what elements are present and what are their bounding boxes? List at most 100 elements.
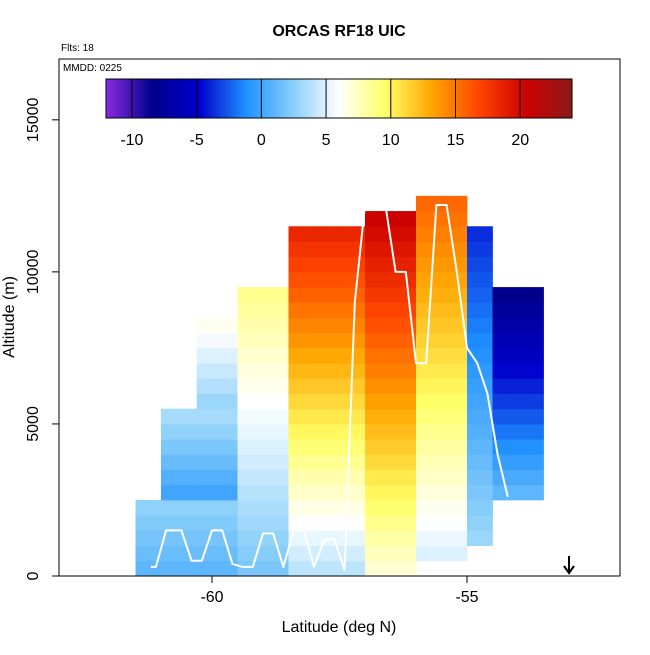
heatmap-cell xyxy=(441,469,455,486)
heatmap-cell xyxy=(530,454,544,470)
heatmap-cell xyxy=(390,363,404,379)
heatmap-cell xyxy=(441,256,455,273)
heatmap-cell xyxy=(416,302,430,318)
heatmap-cell xyxy=(518,469,532,486)
heatmap-cell xyxy=(390,408,404,425)
heatmap-cell xyxy=(492,363,506,379)
heatmap-cell xyxy=(314,302,328,318)
heatmap-cell xyxy=(390,545,404,562)
heatmap-cell xyxy=(250,317,264,334)
heatmap-cell xyxy=(326,241,340,258)
heatmap-cell xyxy=(403,378,417,394)
heatmap-cell xyxy=(441,499,455,516)
heatmap-cell xyxy=(173,439,187,455)
heatmap-cell xyxy=(390,515,404,531)
heatmap-cell xyxy=(212,515,226,531)
heatmap-cell xyxy=(377,408,391,425)
heatmap-cell xyxy=(352,317,366,334)
heatmap-cell xyxy=(416,226,430,242)
heatmap-cell xyxy=(403,408,417,425)
y-tick-label: 0 xyxy=(25,571,42,580)
heatmap-cell xyxy=(479,499,493,516)
y-tick-label: 5000 xyxy=(25,406,42,442)
heatmap-cell xyxy=(428,499,442,516)
heatmap-cell xyxy=(390,211,404,227)
heatmap-cell xyxy=(301,241,315,258)
heatmap-cell xyxy=(441,287,455,303)
heatmap-cell xyxy=(441,484,455,501)
heatmap-cell xyxy=(339,439,353,455)
heatmap-cell xyxy=(161,454,175,470)
heatmap-cell xyxy=(326,287,340,303)
heatmap-cell xyxy=(339,363,353,379)
heatmap-cell xyxy=(352,423,366,440)
heatmap-cell xyxy=(467,499,481,516)
heatmap-cell xyxy=(326,302,340,318)
heatmap-cell xyxy=(212,469,226,486)
heatmap-cell xyxy=(352,241,366,258)
heatmap-cell xyxy=(237,363,251,379)
heatmap-cell xyxy=(492,287,506,303)
heatmap-cell xyxy=(365,363,379,379)
heatmap-cell xyxy=(301,271,315,288)
colorbar-tick-label: 0 xyxy=(257,132,266,149)
heatmap-cell xyxy=(467,287,481,303)
heatmap-cell xyxy=(403,363,417,379)
heatmap-cell xyxy=(288,469,302,486)
heatmap-cell xyxy=(365,439,379,455)
heatmap-cell xyxy=(416,271,430,288)
heatmap-cell xyxy=(275,378,289,394)
heatmap-cell xyxy=(441,302,455,318)
heatmap-cell xyxy=(209,378,223,394)
heatmap-cell xyxy=(250,423,264,440)
heatmap-cell xyxy=(403,499,417,516)
heatmap-cell xyxy=(479,332,493,349)
flight-track-line xyxy=(150,204,509,571)
heatmap-cell xyxy=(196,378,210,394)
x-tick-label: -55 xyxy=(455,589,478,606)
heatmap-cell xyxy=(237,515,251,531)
heatmap-cell xyxy=(479,271,493,288)
heatmap-cell xyxy=(263,484,277,501)
heatmap-cell xyxy=(237,408,251,425)
heatmap-cell xyxy=(314,469,328,486)
heatmap-cell xyxy=(224,423,238,440)
heatmap-cell xyxy=(263,515,277,531)
heatmap-cell xyxy=(135,545,149,562)
heatmap-cell xyxy=(250,287,264,303)
heatmap-cell xyxy=(428,332,442,349)
heatmap-cell xyxy=(454,515,468,531)
heatmap-cell xyxy=(250,439,264,455)
heatmap-cell xyxy=(288,423,302,440)
heatmap-cell xyxy=(377,378,391,394)
heatmap-cell xyxy=(148,560,162,576)
heatmap-cell xyxy=(390,302,404,318)
heatmap-cell xyxy=(416,332,430,349)
heatmap-cell xyxy=(275,515,289,531)
heatmap-cell xyxy=(314,423,328,440)
heatmap-cell xyxy=(390,317,404,334)
heatmap-cell xyxy=(275,287,289,303)
heatmap-cell xyxy=(263,408,277,425)
heatmap-cell xyxy=(209,332,223,349)
heatmap-cell xyxy=(441,408,455,425)
heatmap-cell xyxy=(365,484,379,501)
heatmap-cell xyxy=(288,317,302,334)
heatmap-cell xyxy=(288,393,302,410)
heatmap-cell xyxy=(479,363,493,379)
heatmap-cell xyxy=(196,393,210,410)
flight-track xyxy=(150,204,509,571)
heatmap-cell xyxy=(377,241,391,258)
heatmap-cell xyxy=(390,454,404,470)
heatmap-cell xyxy=(365,545,379,562)
heatmap-cell xyxy=(365,302,379,318)
heatmap-cell xyxy=(505,317,519,334)
heatmap-cell xyxy=(467,363,481,379)
heatmap-cell xyxy=(314,560,328,576)
heatmap-cell xyxy=(314,393,328,410)
heatmap-cell xyxy=(314,484,328,501)
heatmap-cell xyxy=(314,378,328,394)
heatmap-cell xyxy=(428,317,442,334)
heatmap-cell xyxy=(301,408,315,425)
